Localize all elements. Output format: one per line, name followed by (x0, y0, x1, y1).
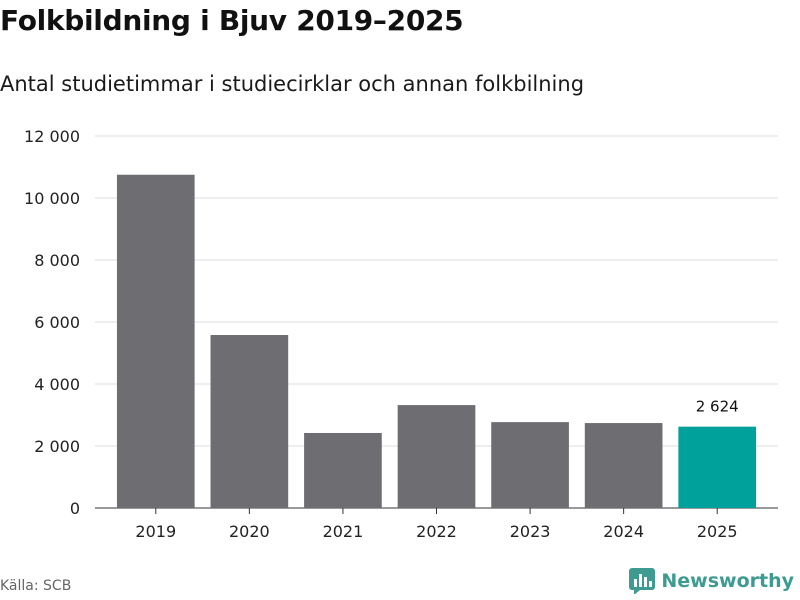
y-tick-label: 0 (70, 499, 80, 518)
x-tick-label: 2019 (135, 522, 176, 541)
y-tick-label: 4 000 (34, 375, 80, 394)
brand-logo: Newsworthy (629, 568, 794, 594)
y-axis-ticks: 0 2 000 4 000 6 000 8 000 10 000 12 000 (24, 127, 80, 518)
data-label-2025: 2 624 (696, 398, 739, 416)
x-tick-label: 2024 (603, 522, 644, 541)
y-tick-label: 2 000 (34, 437, 80, 456)
x-tick-label: 2025 (697, 522, 738, 541)
x-axis-ticks: 2019 2020 2021 2022 2023 2024 2025 (135, 508, 738, 541)
y-tick-label: 10 000 (24, 189, 80, 208)
bar-2023 (491, 422, 569, 508)
x-tick-label: 2022 (416, 522, 457, 541)
source-note: Källa: SCB (0, 578, 72, 594)
bar-2019 (116, 174, 195, 508)
y-tick-label: 8 000 (34, 251, 80, 270)
x-tick-label: 2020 (229, 522, 270, 541)
y-tick-label: 6 000 (34, 313, 80, 332)
bars (116, 174, 757, 508)
bar-2024 (584, 423, 663, 508)
bar-2025 (678, 426, 757, 508)
y-tick-label: 12 000 (24, 127, 80, 146)
page-subtitle: Antal studietimmar i studiecirklar och a… (0, 72, 585, 96)
bar-chart-icon (629, 568, 656, 594)
bar-2020 (210, 335, 289, 508)
x-tick-label: 2021 (323, 522, 364, 541)
page-title: Folkbildning i Bjuv 2019–2025 (0, 4, 464, 37)
data-labels: 2 624 (696, 398, 739, 416)
bar-2021 (304, 432, 382, 508)
x-tick-label: 2023 (510, 522, 551, 541)
brand-name: Newsworthy (661, 570, 794, 592)
bar-2022 (397, 405, 476, 508)
